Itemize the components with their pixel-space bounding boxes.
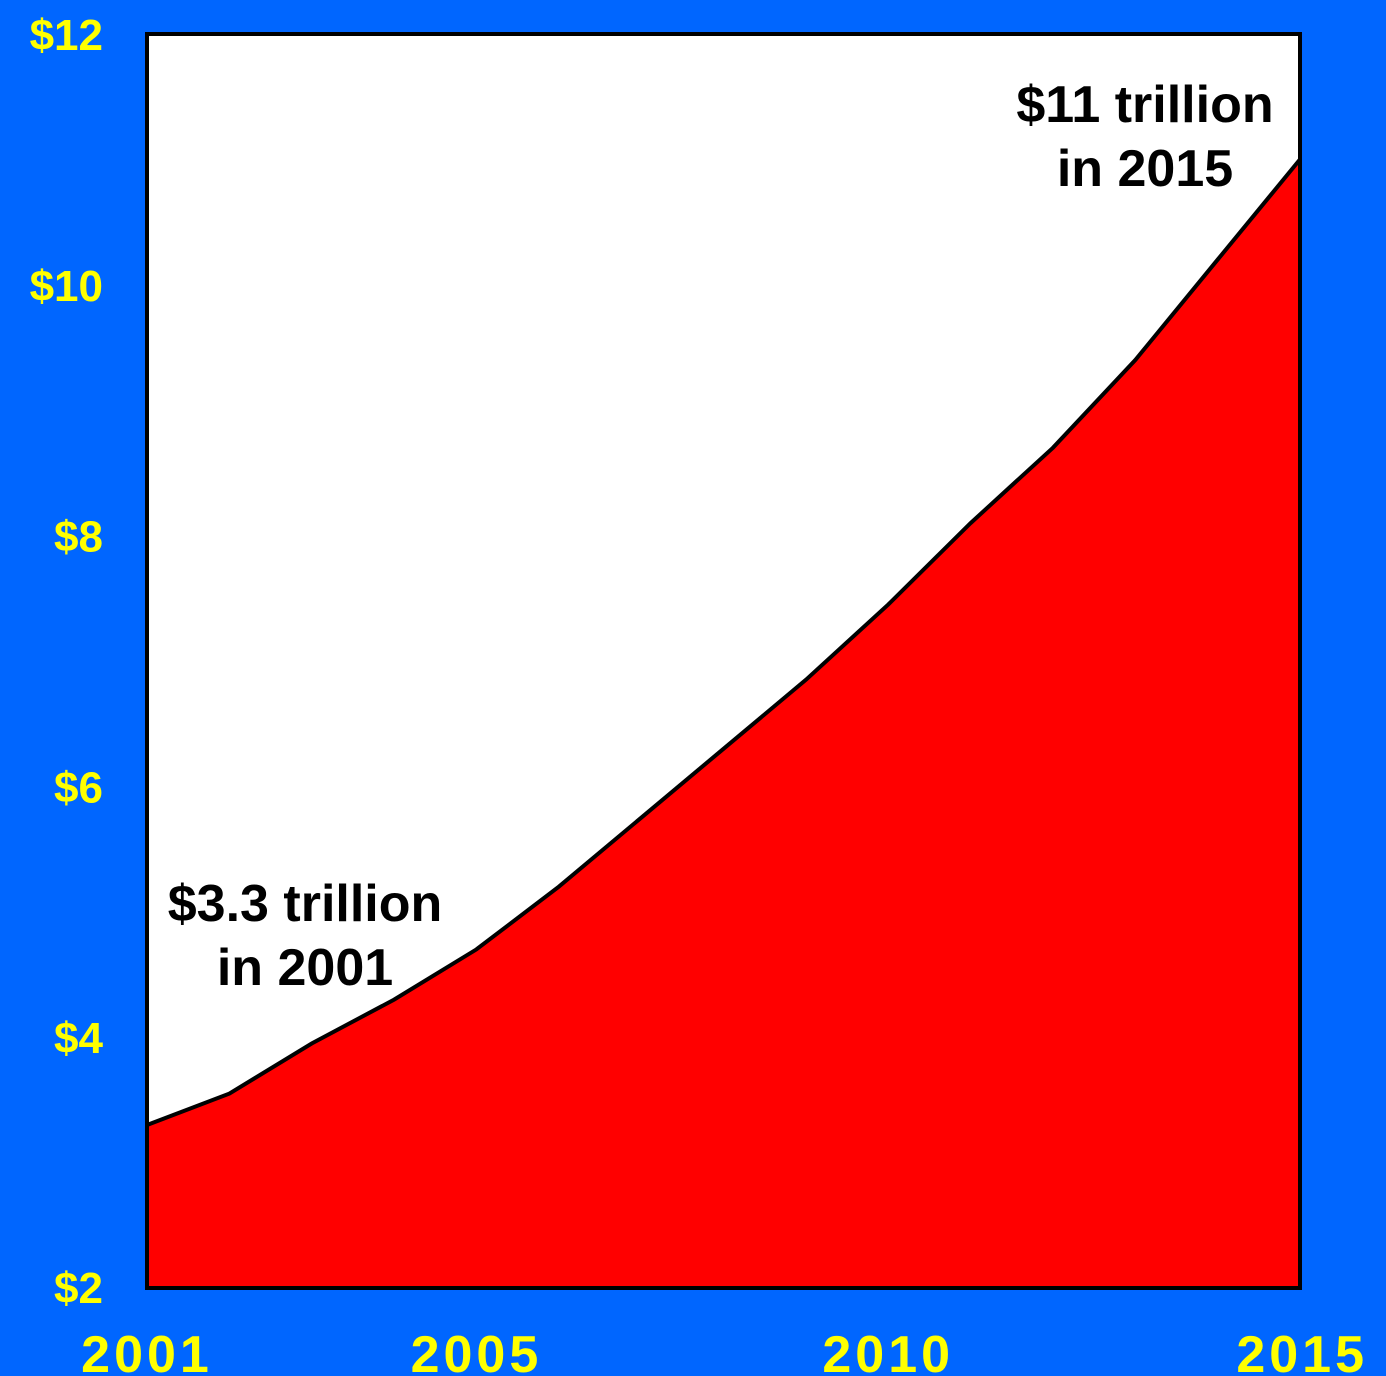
annotation-end-line-2: in 2015	[1057, 140, 1233, 198]
annotation-start-line-2: in 2001	[217, 939, 393, 997]
area-layer	[146, 158, 1302, 1288]
area-fill	[147, 159, 1300, 1288]
x-tick-label: 2015	[1236, 1326, 1368, 1376]
y-tick-label: $12	[30, 11, 103, 60]
y-axis-ticks: $2 $4 $6 $8 $10 $12	[30, 11, 104, 1313]
annotation-start-line-1: $3.3 trillion	[168, 875, 443, 933]
y-tick-label: $8	[54, 513, 103, 562]
x-tick-label: 2005	[411, 1326, 543, 1376]
y-tick-label: $6	[54, 763, 103, 812]
y-tick-label: $4	[54, 1014, 103, 1063]
x-axis-ticks: 2001 2005 2010 2015	[81, 1326, 1368, 1376]
series-line	[146, 158, 1302, 1127]
x-tick-label: 2010	[822, 1326, 954, 1376]
y-tick-label: $2	[54, 1264, 103, 1313]
plot-frame	[145, 32, 1302, 1290]
y-tick-label: $10	[30, 262, 103, 311]
annotation-end-line-1: $11 trillion	[1016, 76, 1273, 134]
x-tick-label: 2001	[81, 1326, 213, 1376]
